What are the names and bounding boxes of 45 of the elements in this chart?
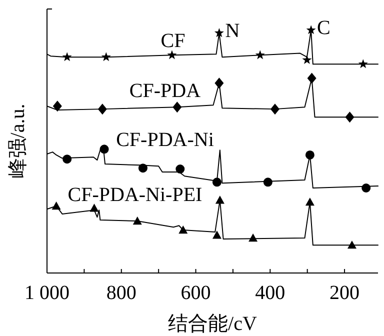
point — [362, 183, 371, 192]
x-tick-label: 200 — [330, 282, 360, 304]
point — [62, 52, 72, 62]
annotation: N — [225, 20, 240, 42]
point — [270, 104, 280, 115]
series-label: CF-PDA-Ni-PEI — [68, 184, 202, 206]
point — [212, 178, 222, 187]
point — [306, 25, 316, 34]
point — [263, 178, 272, 187]
point — [176, 164, 185, 174]
point — [52, 100, 62, 112]
point — [167, 50, 177, 60]
x-tick-label: 400 — [255, 282, 286, 304]
x-axis-title: 结合能/cV — [168, 313, 258, 335]
point — [212, 230, 222, 239]
series-label: CF-PDA-Ni — [116, 129, 214, 151]
series-label: CF — [160, 30, 186, 52]
point — [172, 102, 182, 113]
point — [101, 52, 111, 62]
point — [255, 50, 265, 60]
annotation: C — [317, 17, 330, 40]
x-tick-label: 800 — [106, 282, 136, 304]
point — [305, 150, 314, 160]
point — [302, 55, 312, 64]
point — [52, 201, 61, 210]
x-tick-label: 1 000 — [24, 282, 70, 304]
point — [214, 28, 224, 38]
point — [132, 216, 142, 225]
point — [358, 59, 368, 68]
point — [100, 144, 109, 154]
point — [215, 196, 224, 204]
point — [345, 112, 354, 123]
point — [248, 234, 258, 242]
point — [307, 72, 316, 84]
point — [138, 164, 148, 173]
point — [62, 154, 72, 164]
point — [214, 78, 224, 89]
point — [98, 104, 107, 115]
x-tick-label: 600 — [180, 282, 211, 304]
point — [90, 204, 99, 212]
series-label: CF-PDA — [129, 80, 202, 102]
point — [178, 226, 188, 234]
y-axis-title: 峰强/a.u. — [7, 104, 29, 178]
point — [347, 240, 356, 249]
point — [305, 198, 314, 206]
